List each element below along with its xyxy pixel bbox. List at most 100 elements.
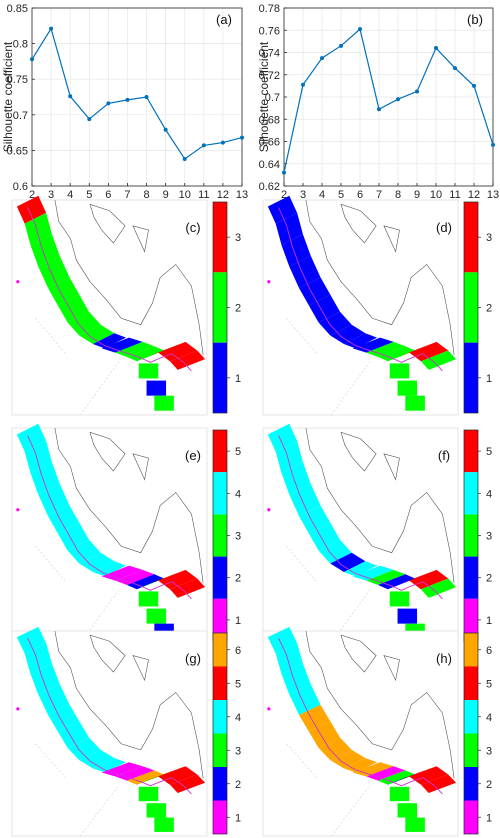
cluster-region (397, 803, 418, 818)
cluster-region (343, 561, 378, 577)
cluster-region (127, 346, 165, 362)
map-panel-d: (d) 3 2 1 (262, 195, 492, 416)
cluster-region (24, 212, 52, 246)
cluster-region (158, 341, 198, 362)
colorbar-segment (213, 633, 227, 667)
x-tick-label: 10 (179, 189, 191, 201)
cluster-region (115, 569, 155, 585)
cluster-region (267, 195, 298, 224)
y-tick-label: 0.74 (259, 48, 280, 60)
cluster-region (30, 462, 60, 495)
cluster-region (281, 663, 311, 695)
data-point (240, 135, 244, 140)
graticule-line (286, 546, 318, 583)
cluster-region (92, 758, 127, 773)
x-tick-label: 6 (357, 189, 363, 201)
cluster-region (92, 561, 127, 577)
coastline (305, 630, 455, 779)
series-line (283, 28, 494, 173)
y-tick-label: 0.78 (259, 3, 280, 15)
colorbar-segment (213, 700, 227, 734)
cluster-region (138, 786, 159, 802)
cluster-region (420, 774, 457, 793)
y-tick-label: 0.65 (7, 145, 28, 157)
coastline (54, 427, 204, 583)
island-outline (89, 634, 126, 673)
cluster-region (389, 786, 410, 802)
cluster-region (275, 643, 303, 675)
cluster-region (146, 380, 167, 396)
colorbar-segment (213, 514, 227, 557)
cluster-region (352, 762, 394, 777)
colorbar-tick-label: 6 (486, 645, 492, 657)
map-panel-g: (g) 6 5 4 3 2 1 (11, 626, 241, 837)
colorbar-tick-label: 1 (235, 812, 241, 824)
cluster-region (343, 333, 378, 349)
cluster-region (158, 569, 198, 590)
colorbar-segment (213, 598, 227, 641)
data-point (220, 140, 225, 145)
colorbar-tick-label: 3 (486, 531, 492, 543)
cluster-region (115, 766, 155, 781)
cluster-region (281, 234, 311, 267)
data-point (320, 56, 324, 61)
cluster-region (289, 684, 321, 716)
cluster-region (101, 337, 143, 353)
cluster-region (127, 770, 165, 785)
data-point (87, 117, 92, 122)
colorbar-segment (213, 733, 227, 767)
colorbar-segment (464, 633, 478, 667)
colorbar-tick-label: 6 (235, 645, 241, 657)
cluster-region (154, 817, 174, 832)
cluster-region (16, 423, 47, 452)
x-tick-label: 5 (86, 189, 92, 201)
colorbar-segment (464, 700, 478, 734)
data-point (201, 143, 206, 148)
cluster-region (397, 380, 418, 396)
x-tick-label: 10 (430, 189, 442, 201)
cluster-region (24, 440, 52, 474)
colorbar-segment (213, 272, 227, 343)
cluster-region (79, 552, 115, 573)
x-tick-label: 13 (487, 189, 499, 201)
cluster-region (92, 333, 127, 349)
island-outline (132, 453, 149, 481)
graticule-line (80, 361, 120, 416)
cluster-region (330, 552, 366, 573)
cluster-region (409, 341, 449, 362)
colorbar-segment (213, 430, 227, 473)
colorbar-tick-label: 2 (235, 779, 241, 791)
colorbar-frame (463, 201, 479, 414)
data-point (49, 26, 54, 31)
cluster-region (146, 341, 186, 357)
colorbar-tick-label: 4 (486, 712, 492, 724)
y-tick-label: 0.68 (259, 114, 280, 126)
data-point (434, 46, 438, 51)
cluster-region (397, 569, 437, 585)
cluster-region (67, 311, 101, 336)
line-chart-a: 23456789101112130.60.650.70.750.80.85Num… (1, 3, 248, 214)
station-marker (16, 707, 20, 711)
x-tick-label: 11 (449, 189, 460, 201)
cluster-region (318, 311, 352, 336)
colorbar-segment (464, 514, 478, 557)
island-outline (383, 655, 400, 682)
x-tick-label: 2 (29, 189, 35, 201)
cluster-region (318, 737, 352, 761)
graticule-line (286, 318, 318, 355)
cluster-region (138, 363, 159, 379)
x-tick-label: 13 (236, 189, 248, 201)
colorbar-tick-label: 3 (235, 745, 241, 757)
data-point (68, 94, 73, 99)
x-tick-label: 3 (300, 189, 306, 201)
cluster-region (154, 395, 174, 411)
cluster-region (409, 766, 449, 785)
panel-label: (c) (185, 220, 200, 235)
cluster-region (67, 539, 101, 564)
cluster-region (289, 255, 321, 289)
cluster-region (366, 341, 406, 357)
x-tick-label: 9 (414, 189, 420, 201)
y-tick-label: 0.7 (13, 110, 28, 122)
series-line (31, 27, 243, 160)
cluster-region (275, 440, 303, 474)
